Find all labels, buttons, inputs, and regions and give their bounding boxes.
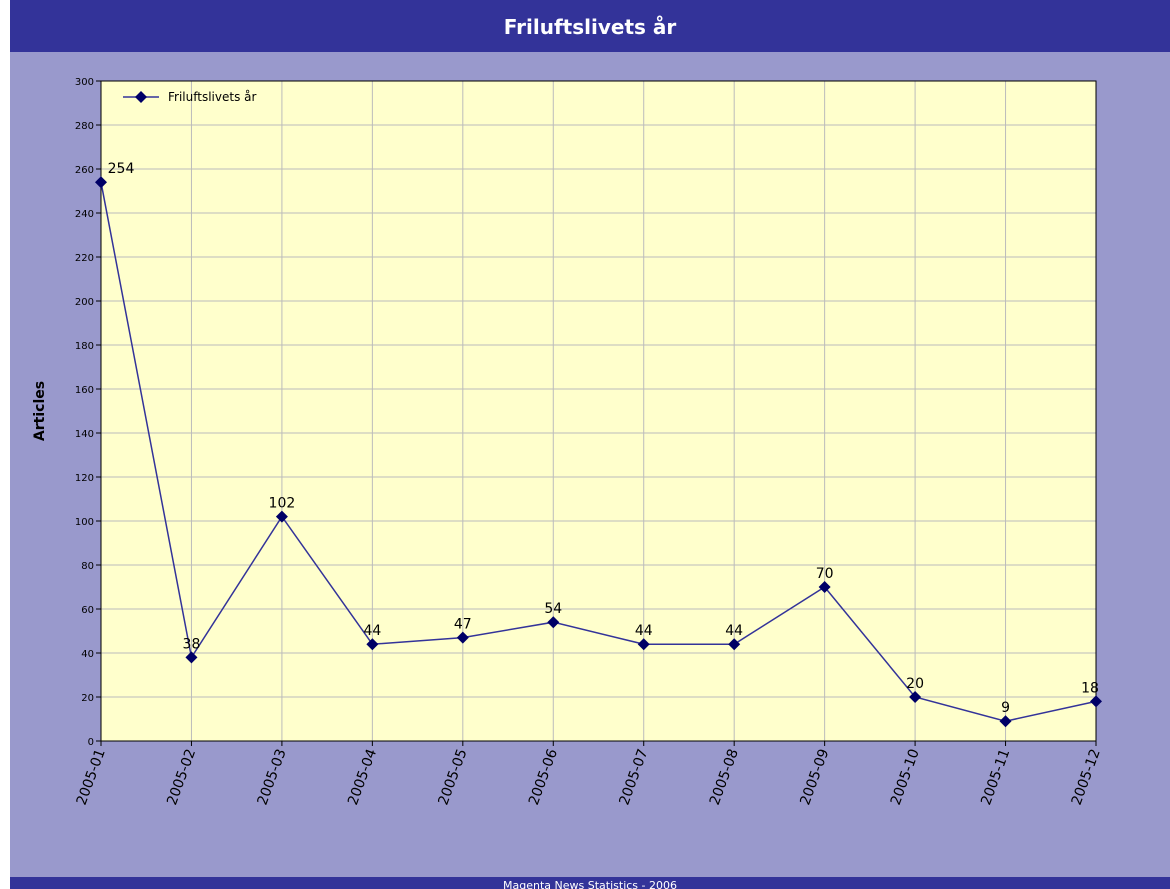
y-tick-label: 220 — [75, 253, 94, 264]
line — [100, 182, 1097, 722]
marker — [818, 581, 831, 593]
footer-bar — [10, 877, 1170, 889]
y-tick-label: 240 — [75, 209, 94, 220]
marker — [366, 638, 379, 651]
y-tick-label: 160 — [75, 385, 94, 396]
y-tick-label: 40 — [81, 649, 94, 660]
data-label: 254 — [108, 161, 135, 177]
data-label: 54 — [544, 601, 562, 617]
y-tick-label: 80 — [81, 561, 94, 572]
y-tick-label: 200 — [75, 297, 94, 308]
marker — [95, 176, 107, 189]
marker — [275, 510, 288, 523]
marker — [999, 715, 1012, 728]
chart-title: Friluftslivets år — [504, 15, 677, 39]
marker — [456, 631, 469, 644]
data-label: 70 — [816, 566, 834, 582]
data-label: 9 — [1001, 700, 1010, 716]
data-label: 18 — [1081, 680, 1099, 696]
y-tick-label: 0 — [88, 737, 94, 748]
data-label: 44 — [725, 623, 743, 639]
footer: Magenta News Statistics - 2006 — [503, 879, 677, 889]
legend-marker — [135, 91, 147, 103]
marker — [1090, 695, 1102, 708]
data-label: 102 — [269, 496, 296, 512]
data-label: 47 — [454, 617, 472, 633]
header-bar — [10, 0, 1170, 52]
legend-label: Friluftslivets år — [168, 90, 256, 104]
marker — [185, 651, 198, 664]
marker — [637, 638, 650, 651]
data-label: 44 — [363, 623, 381, 639]
data-label: 38 — [183, 636, 201, 652]
plot-area — [100, 80, 1097, 742]
data-label: 44 — [635, 623, 653, 639]
y-tick-label: 20 — [81, 693, 94, 704]
y-tick-label: 300 — [75, 77, 94, 88]
marker — [728, 638, 741, 651]
y-tick-label: 140 — [75, 429, 94, 440]
y-tick-label: 120 — [75, 473, 94, 484]
y-tick-label: 280 — [75, 121, 94, 132]
y-tick-label: 100 — [75, 517, 94, 528]
marker — [909, 691, 922, 703]
y-tick-label: 60 — [81, 605, 94, 616]
y-tick-label: 260 — [75, 165, 94, 176]
marker — [547, 616, 560, 629]
y-axis-label: Articles — [32, 381, 48, 441]
data-label: 20 — [906, 676, 924, 692]
plot-border — [100, 80, 1097, 742]
y-tick-label: 180 — [75, 341, 94, 352]
